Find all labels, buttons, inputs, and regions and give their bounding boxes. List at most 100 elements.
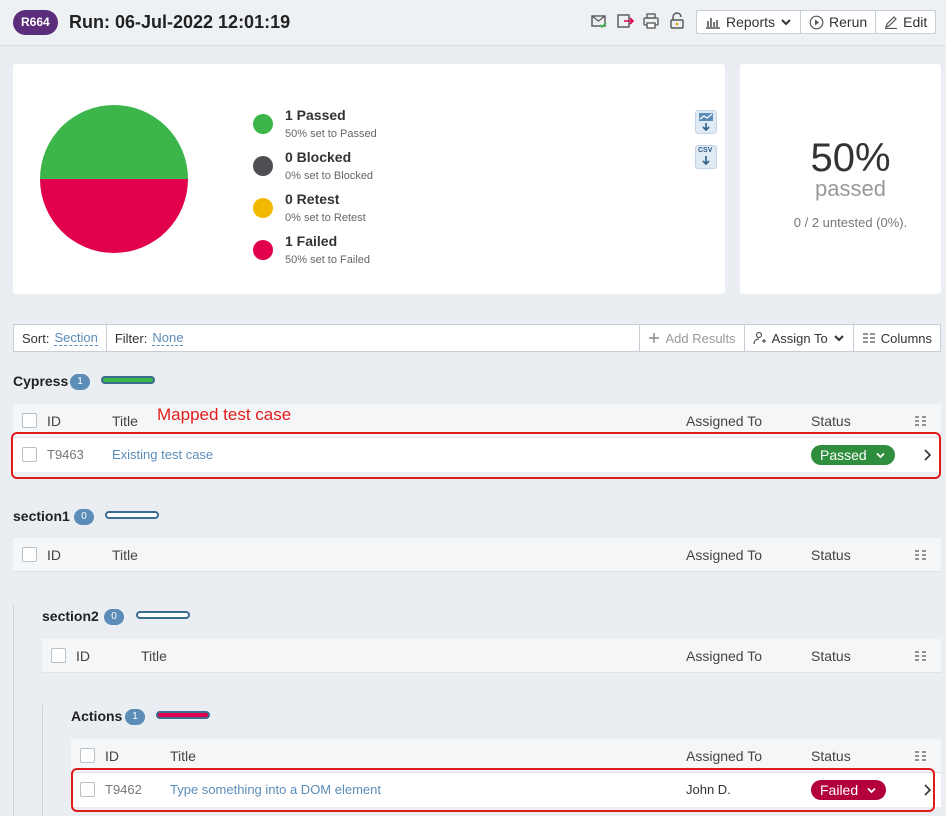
nesting-line [42,705,43,816]
table-header: ID Title Assigned To Status [13,538,941,572]
sort-control[interactable]: Sort: Section [14,325,107,351]
legend-passed-label: 1 Passed [285,107,346,123]
select-all-checkbox[interactable] [80,748,95,763]
annotation-label: Mapped test case [157,405,292,424]
chevron-right-icon[interactable] [923,784,931,796]
pie-slice-passed [40,105,188,179]
sort-label: Sort: [22,330,50,346]
chevron-down-icon [875,452,885,459]
add-results-label: Add Results [665,330,736,346]
legend-retest-sub: 0% set to Retest [285,212,366,224]
section-title-cypress[interactable]: Cypress [13,373,69,389]
chevron-down-icon [833,335,844,342]
chevron-down-icon [867,787,876,794]
edit-label: Edit [903,14,928,30]
csv-download-icon [702,156,710,166]
column-settings-icon[interactable] [914,549,927,561]
legend-failed-sub: 50% set to Failed [285,254,370,266]
select-all-checkbox[interactable] [22,413,37,428]
edit-button[interactable]: Edit [876,11,935,33]
assign-to-button[interactable]: Assign To [745,325,854,351]
toolbar-spacer [191,325,641,351]
add-results-button[interactable]: Add Results [640,325,745,351]
legend-blocked-label: 0 Blocked [285,149,352,165]
reports-label: Reports [726,14,776,30]
col-title: Title [170,748,196,764]
legend-passed-sub: 50% set to Passed [285,128,377,140]
rerun-button[interactable]: Rerun [801,11,877,33]
highlight-box [71,768,935,812]
export-icon[interactable] [616,12,634,30]
status-dropdown-passed[interactable]: Passed [811,445,895,465]
status-label: Failed [820,782,859,798]
test-title-link[interactable]: Type something into a DOM element [170,782,381,797]
lock-icon[interactable] [668,12,686,30]
col-status: Status [811,547,851,563]
col-title: Title [112,413,138,429]
col-status: Status [811,748,851,764]
filter-control[interactable]: Filter: None [107,325,192,351]
summary-card: 1 Passed 50% set to Passed 0 Blocked 0% … [13,64,725,294]
section-title-section1[interactable]: section1 [13,508,70,524]
test-title-link[interactable]: Existing test case [112,447,214,462]
chevron-right-icon[interactable] [923,449,931,461]
filter-label: Filter: [114,330,148,346]
select-all-checkbox[interactable] [22,547,37,562]
section-title-actions[interactable]: Actions [71,708,123,724]
columns-button[interactable]: Columns [854,325,940,351]
col-status: Status [811,413,851,429]
column-settings-icon[interactable] [914,750,927,762]
section-title-section2[interactable]: section2 [42,608,99,624]
print-icon[interactable] [642,12,660,30]
column-settings-icon[interactable] [914,650,927,662]
highlight-box [11,432,941,479]
col-assigned: Assigned To [686,648,763,664]
col-status: Status [811,648,851,664]
section-count-section1: 0 [74,509,94,525]
status-pie-chart [40,105,188,253]
col-assigned: Assigned To [686,748,763,764]
columns-label: Columns [880,330,932,346]
col-title: Title [141,648,167,664]
section-progress-cypress [101,376,155,384]
col-id: ID [105,748,119,764]
plus-icon [649,333,660,343]
status-dropdown-failed[interactable]: Failed [811,780,887,800]
csv-label: CSV [698,147,713,154]
row-checkbox[interactable] [22,447,37,462]
column-settings-icon[interactable] [914,415,927,427]
test-id: T9463 [47,447,84,462]
untested-summary: 0 / 2 untested (0%). [793,215,908,230]
bar-chart-icon [706,18,720,29]
test-id: T9462 [105,782,142,797]
legend-blocked-sub: 0% set to Blocked [285,170,374,182]
download-chart-button[interactable] [695,110,717,134]
row-checkbox[interactable] [80,782,95,797]
section-count-actions: 1 [125,709,145,725]
reports-button[interactable]: Reports [697,11,802,33]
test-row[interactable]: T9462 Type something into a DOM element … [71,773,941,807]
page-header: R664 Run: 06-Jul-2022 12:01:19 Reports R… [0,0,946,46]
run-id-badge: R664 [13,10,58,35]
select-all-checkbox[interactable] [51,648,66,663]
col-id: ID [76,648,90,664]
assign-to-label: Assign To [771,330,828,346]
section-progress-actions [156,711,210,719]
mail-check-icon[interactable] [590,12,608,30]
sort-value[interactable]: Section [54,330,98,346]
passed-label: passed [815,176,886,201]
download-csv-button[interactable]: CSV [695,145,717,169]
page-title: Run: 06-Jul-2022 12:01:19 [69,12,291,32]
legend-dot-failed [253,240,273,260]
pie-slice-failed [40,179,188,253]
table-header: ID Title Assigned To Status [71,739,941,773]
results-toolbar: Sort: Section Filter: None Add Results A… [13,324,941,352]
col-assigned: Assigned To [686,547,763,563]
section-progress-section2 [136,611,190,619]
test-row[interactable]: T9463 Existing test case Passed [13,438,941,472]
section-count-cypress: 1 [70,374,90,390]
columns-icon [862,333,875,343]
play-circle-icon [809,15,824,29]
filter-value[interactable]: None [152,330,184,346]
col-id: ID [47,413,61,429]
